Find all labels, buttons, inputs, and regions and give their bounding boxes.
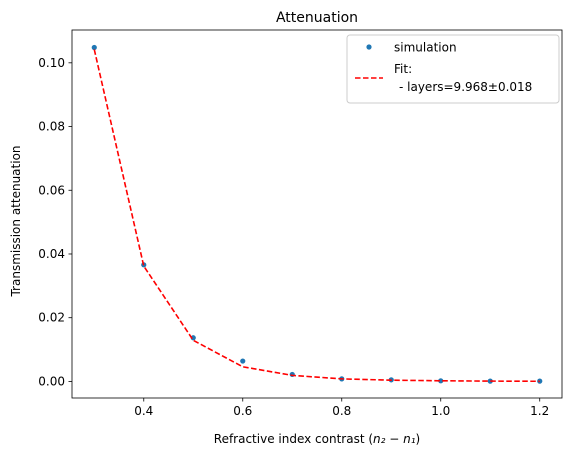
y-tick-label: 0.10 bbox=[38, 56, 65, 70]
simulation-point bbox=[240, 358, 246, 364]
x-axis-label: Refractive index contrast (n₂ − n₁) bbox=[214, 432, 420, 446]
x-axis-label-suffix: ) bbox=[416, 432, 421, 446]
y-tick-label: 0.04 bbox=[38, 247, 65, 261]
x-tick-label: 0.4 bbox=[134, 404, 153, 418]
legend-simulation-label: simulation bbox=[394, 41, 457, 55]
fit-line bbox=[93, 49, 540, 383]
x-axis-label-math: n₂ − n₁ bbox=[373, 432, 416, 446]
x-tick-label: 1.0 bbox=[431, 404, 450, 418]
x-tick-label: 1.2 bbox=[530, 404, 549, 418]
legend-fit-label: Fit: bbox=[394, 62, 412, 76]
plot-frame bbox=[71, 29, 563, 399]
legend-fit-label-detail: - layers=9.968±0.018 bbox=[399, 80, 532, 94]
y-axis-label: Transmission attenuation bbox=[9, 145, 23, 297]
legend-box bbox=[346, 34, 560, 104]
simulation-point bbox=[190, 335, 196, 341]
plot-area: 0.4 0.6 0.8 1.0 1.2 0.00 0.02 0.04 0.06 0.08 0.10 bbox=[38, 29, 563, 418]
x-tick-label: 0.8 bbox=[332, 404, 351, 418]
legend: simulation Fit: - layers=9.968±0.018 bbox=[346, 34, 560, 104]
y-tick-label: 0.02 bbox=[38, 311, 65, 325]
x-axis-label-text: Refractive index contrast ( bbox=[214, 432, 373, 446]
simulation-point bbox=[438, 378, 444, 384]
chart-title: Attenuation bbox=[276, 10, 358, 26]
simulation-point bbox=[91, 44, 97, 51]
y-tick-label: 0.08 bbox=[38, 120, 65, 134]
simulation-point bbox=[487, 378, 493, 384]
y-tick-label: 0.00 bbox=[38, 374, 65, 388]
x-tick-label: 0.6 bbox=[233, 404, 252, 418]
legend-simulation-marker bbox=[366, 44, 372, 50]
y-tick-label: 0.06 bbox=[38, 183, 65, 197]
